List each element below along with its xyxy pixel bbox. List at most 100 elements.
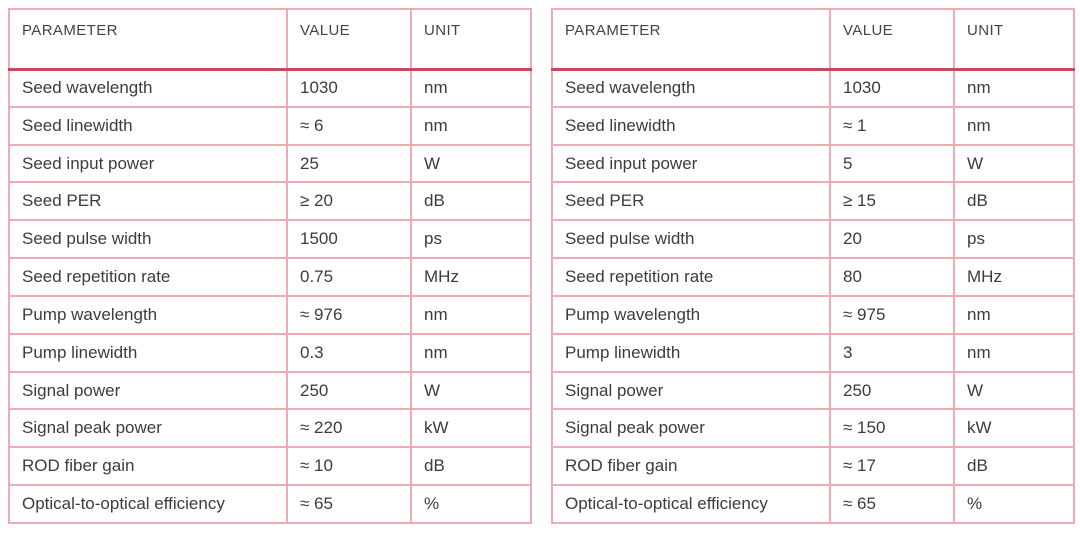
table-row: Seed repetition rate 80 MHz [551,257,1075,297]
value-cell: ≈ 1 [829,105,955,146]
table-row: Seed pulse width 20 ps [551,219,1075,260]
table-row: Signal power 250 W [551,370,1075,411]
value-cell: 250 [829,370,955,411]
parameter-cell: Seed repetition rate [551,257,831,297]
unit-cell: nm [410,68,532,108]
parameter-cell: Seed wavelength [8,68,288,108]
table-row: Signal peak power ≈ 150 kW [551,408,1075,449]
parameter-cell: Signal peak power [551,408,831,449]
column-header-parameter: Parameter [551,8,831,71]
unit-cell: nm [953,68,1075,108]
spec-table-left: Parameter Value Unit Seed wavelength 1030… [8,8,532,524]
table-row: Seed input power 5 W [551,143,1075,184]
value-cell: ≈ 976 [286,294,412,335]
unit-cell: dB [953,181,1075,222]
table-row: Seed PER ≥ 20 dB [8,181,532,222]
table-row: Seed linewidth ≈ 1 nm [551,105,1075,146]
column-header-value: Value [829,8,955,71]
parameter-cell: Seed pulse width [8,219,288,260]
value-cell: ≥ 15 [829,181,955,222]
parameter-cell: Seed pulse width [551,219,831,260]
value-cell: 5 [829,143,955,184]
header-row: Parameter Value Unit [551,8,1075,71]
column-header-value: Value [286,8,412,71]
value-cell: 250 [286,370,412,411]
table-row: Signal peak power ≈ 220 kW [8,408,532,449]
value-cell: ≈ 65 [286,484,412,524]
unit-cell: nm [410,332,532,373]
unit-cell: nm [410,294,532,335]
unit-cell: W [410,143,532,184]
value-cell: ≈ 10 [286,446,412,487]
parameter-cell: Seed input power [8,143,288,184]
value-cell: 3 [829,332,955,373]
parameter-cell: Pump linewidth [551,332,831,373]
unit-cell: MHz [410,257,532,297]
table-row: Seed pulse width 1500 ps [8,219,532,260]
value-cell: 20 [829,219,955,260]
parameter-cell: Seed linewidth [551,105,831,146]
table-row: Signal power 250 W [8,370,532,411]
value-cell: ≥ 20 [286,181,412,222]
unit-cell: nm [953,294,1075,335]
parameter-cell: Seed PER [8,181,288,222]
value-cell: 1500 [286,219,412,260]
unit-cell: dB [410,181,532,222]
parameter-cell: Signal power [551,370,831,411]
header-row: Parameter Value Unit [8,8,532,71]
table-row: Seed PER ≥ 15 dB [551,181,1075,222]
value-cell: 1030 [829,68,955,108]
parameter-cell: Pump linewidth [8,332,288,373]
column-header-parameter: Parameter [8,8,288,71]
table-row: Seed repetition rate 0.75 MHz [8,257,532,297]
table-row: Seed input power 25 W [8,143,532,184]
column-header-unit: Unit [410,8,532,71]
value-cell: 0.3 [286,332,412,373]
unit-cell: % [953,484,1075,524]
table-row: Optical-to-optical efficiency ≈ 65% [551,484,1075,524]
value-cell: 1030 [286,68,412,108]
unit-cell: % [410,484,532,524]
value-cell: ≈ 220 [286,408,412,449]
unit-cell: kW [953,408,1075,449]
table-row: Seed wavelength 1030 nm [8,68,532,108]
table-row: Pump linewidth 3 nm [551,332,1075,373]
value-cell: 0.75 [286,257,412,297]
unit-cell: dB [953,446,1075,487]
parameter-cell: Seed linewidth [8,105,288,146]
unit-cell: nm [953,105,1075,146]
parameter-cell: ROD fiber gain [8,446,288,487]
parameter-cell: Seed PER [551,181,831,222]
unit-cell: dB [410,446,532,487]
value-cell: ≈ 975 [829,294,955,335]
parameter-cell: Seed wavelength [551,68,831,108]
spec-table-right: Parameter Value Unit Seed wavelength 1030… [551,8,1075,524]
value-cell: ≈ 17 [829,446,955,487]
column-header-unit: Unit [953,8,1075,71]
unit-cell: nm [410,105,532,146]
table-body: Seed wavelength 1030 nm Seed linewidth ≈ 1 nm… [551,68,1075,524]
parameter-cell: Signal power [8,370,288,411]
parameter-cell: Pump wavelength [551,294,831,335]
unit-cell: MHz [953,257,1075,297]
parameter-cell: Seed repetition rate [8,257,288,297]
unit-cell: W [410,370,532,411]
value-cell: ≈ 65 [829,484,955,524]
parameter-cell: Signal peak power [8,408,288,449]
table-body: Seed wavelength 1030 nm Seed linewidth ≈ 6 nm… [8,68,532,524]
parameter-cell: Optical-to-optical efficiency [8,484,288,524]
unit-cell: W [953,370,1075,411]
table-row: Optical-to-optical efficiency ≈ 65% [8,484,532,524]
parameter-cell: ROD fiber gain [551,446,831,487]
unit-cell: ps [410,219,532,260]
value-cell: ≈ 6 [286,105,412,146]
unit-cell: W [953,143,1075,184]
value-cell: ≈ 150 [829,408,955,449]
unit-cell: nm [953,332,1075,373]
table-row: ROD fiber gain ≈ 10 dB [8,446,532,487]
table-row: Seed linewidth ≈ 6 nm [8,105,532,146]
parameter-cell: Pump wavelength [8,294,288,335]
unit-cell: ps [953,219,1075,260]
table-row: Seed wavelength 1030 nm [551,68,1075,108]
